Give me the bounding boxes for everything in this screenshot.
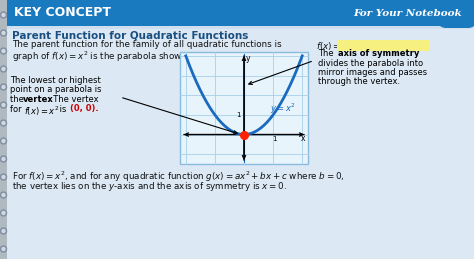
Text: mirror images and passes: mirror images and passes	[318, 68, 427, 77]
Text: is: is	[57, 104, 69, 113]
Text: (0, 0).: (0, 0).	[70, 104, 99, 113]
Text: The parent function for the family of all quadratic functions is: The parent function for the family of al…	[12, 40, 282, 49]
Circle shape	[0, 66, 7, 72]
Text: . The vertex: . The vertex	[48, 95, 99, 104]
Circle shape	[2, 68, 5, 70]
FancyBboxPatch shape	[0, 0, 474, 26]
FancyBboxPatch shape	[6, 29, 474, 259]
Circle shape	[0, 84, 7, 90]
Circle shape	[0, 156, 7, 162]
Text: For Your Notebook: For Your Notebook	[353, 9, 462, 18]
Circle shape	[0, 12, 7, 18]
Circle shape	[2, 212, 5, 214]
Text: for: for	[10, 104, 24, 113]
Text: 1: 1	[237, 112, 241, 118]
Text: x: x	[301, 134, 305, 142]
Text: The: The	[318, 49, 336, 58]
Text: the vertex lies on the $y$-axis and the axis of symmetry is $x = 0$.: the vertex lies on the $y$-axis and the …	[12, 180, 287, 193]
Circle shape	[2, 49, 5, 53]
Circle shape	[2, 121, 5, 125]
Circle shape	[0, 30, 7, 36]
Circle shape	[2, 229, 5, 233]
Text: 1: 1	[272, 135, 276, 141]
Circle shape	[2, 140, 5, 142]
Circle shape	[2, 157, 5, 161]
Text: divides the parabola into: divides the parabola into	[318, 59, 423, 68]
Circle shape	[0, 192, 7, 198]
FancyBboxPatch shape	[0, 0, 7, 259]
Circle shape	[2, 176, 5, 178]
Circle shape	[0, 48, 7, 54]
Circle shape	[2, 85, 5, 89]
Circle shape	[2, 193, 5, 197]
Text: $y = x^2$: $y = x^2$	[270, 102, 296, 116]
Circle shape	[0, 210, 7, 216]
Text: KEY CONCEPT: KEY CONCEPT	[14, 6, 111, 19]
Circle shape	[0, 174, 7, 180]
FancyBboxPatch shape	[337, 40, 430, 51]
Text: Parent Function for Quadratic Functions: Parent Function for Quadratic Functions	[12, 31, 248, 41]
Text: graph of $f(x) = x^2$ is the parabola shown below.: graph of $f(x) = x^2$ is the parabola sh…	[12, 50, 219, 64]
Text: point on a parabola is: point on a parabola is	[10, 85, 101, 95]
Circle shape	[0, 246, 7, 252]
Circle shape	[0, 228, 7, 234]
Circle shape	[0, 138, 7, 144]
Text: through the vertex.: through the vertex.	[318, 77, 400, 87]
Text: $f(x) = x^2$. The: $f(x) = x^2$. The	[316, 40, 375, 53]
Circle shape	[2, 32, 5, 34]
Circle shape	[0, 102, 7, 108]
Text: The lowest or highest: The lowest or highest	[10, 76, 101, 85]
FancyBboxPatch shape	[438, 0, 474, 28]
Circle shape	[0, 120, 7, 126]
Circle shape	[2, 13, 5, 17]
Text: y: y	[246, 54, 250, 63]
Text: the: the	[10, 95, 27, 104]
Text: $f(x) = x^2$: $f(x) = x^2$	[24, 104, 59, 118]
Text: For $f(x) = x^2$, and for any quadratic function $g(x) = ax^2 + bx + c$ where $b: For $f(x) = x^2$, and for any quadratic …	[12, 170, 345, 184]
Circle shape	[2, 104, 5, 106]
Text: vertex: vertex	[23, 95, 54, 104]
Text: axis of symmetry: axis of symmetry	[338, 49, 419, 58]
Circle shape	[2, 248, 5, 250]
FancyBboxPatch shape	[180, 52, 308, 164]
